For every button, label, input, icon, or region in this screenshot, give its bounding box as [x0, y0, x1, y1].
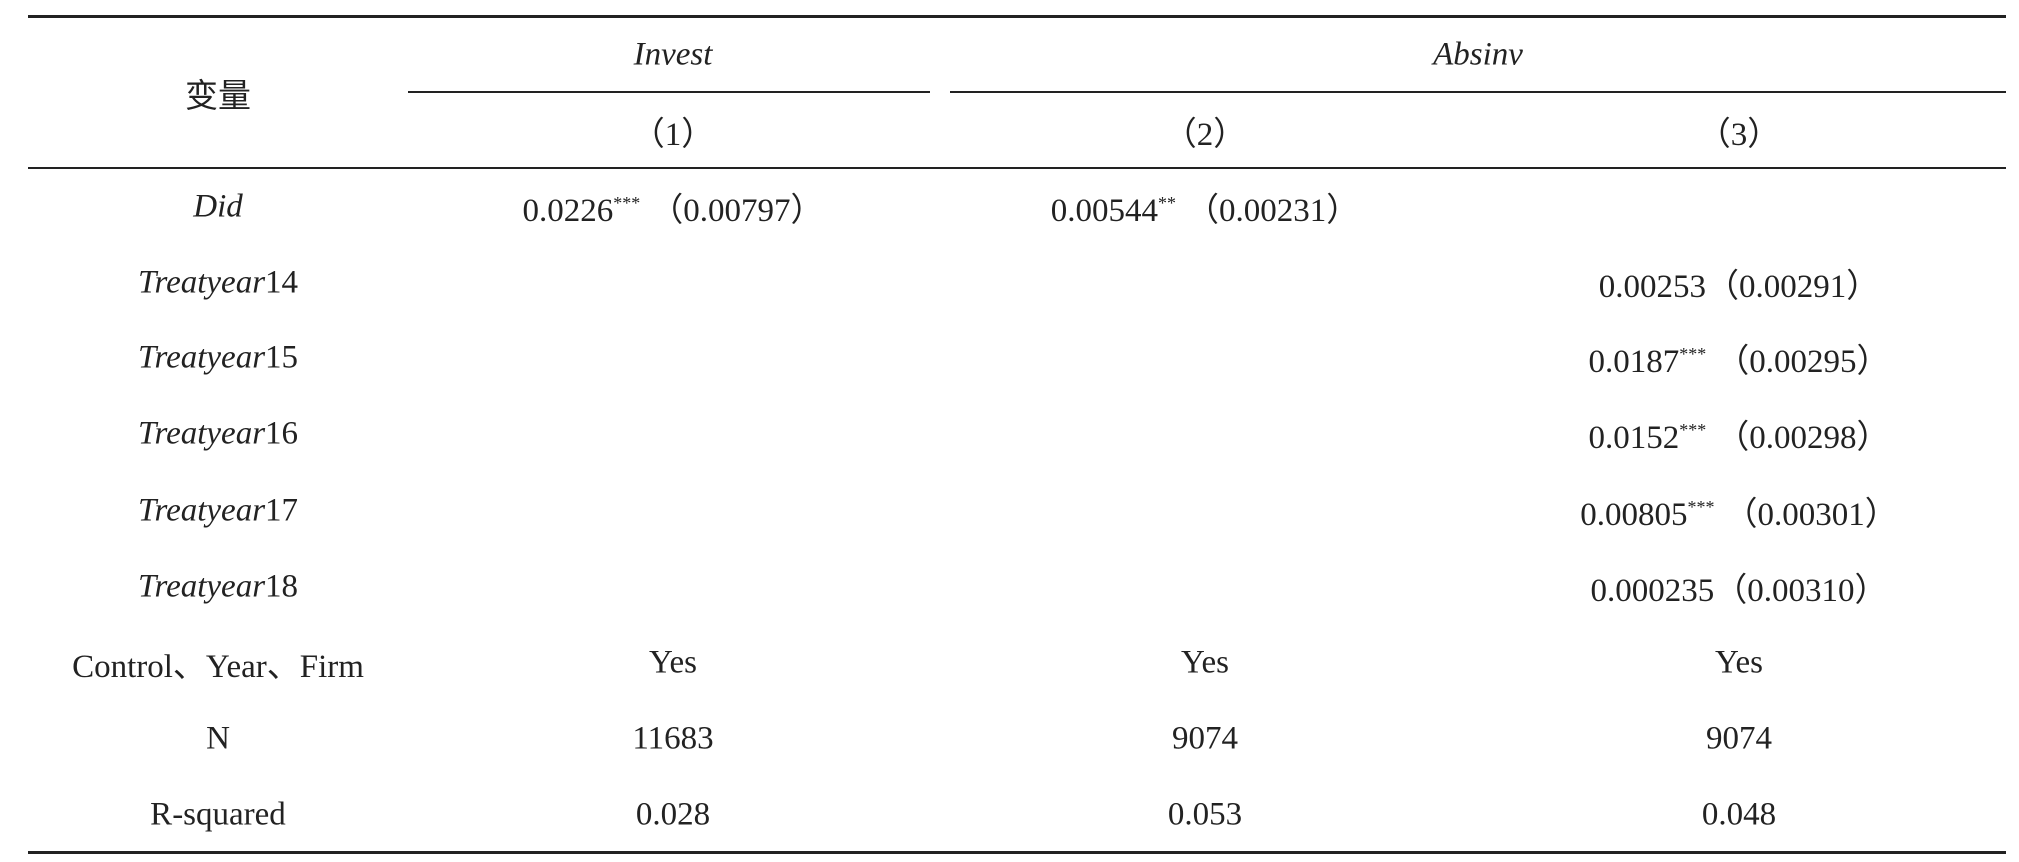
significance-stars: ** — [1158, 193, 1176, 213]
group-label: Invest — [633, 36, 713, 73]
standard-error: （0.00231） — [1186, 193, 1360, 229]
coefficient: 0.0152 — [1588, 420, 1680, 456]
cell: 0.048 — [1701, 796, 1777, 833]
cell: 11683 — [632, 720, 714, 757]
row-label: Control、Year、Firm — [72, 639, 364, 687]
row-label-italic: Treatyear — [137, 415, 266, 452]
standard-error: （0.00291） — [1706, 269, 1880, 305]
row-label-italic: Treatyear — [137, 568, 266, 605]
cell: Yes — [1180, 644, 1230, 681]
coefficient: 0.0187 — [1588, 344, 1680, 380]
column-label: （3） — [1697, 117, 1781, 153]
group-rule — [950, 91, 2006, 93]
cell: 0.00544** （0.00231） — [1051, 183, 1360, 231]
row-label-text: Control、Year、Firm — [72, 649, 364, 685]
cell: Yes — [1714, 644, 1764, 681]
bottom-rule — [28, 851, 2006, 854]
cell: 0.00805*** （0.00301） — [1580, 487, 1898, 535]
row-label-suffix: 14 — [265, 264, 299, 301]
row-label-italic: Treatyear — [137, 339, 266, 376]
cell: 0.000235（0.00310） — [1591, 563, 1888, 611]
standard-error: （0.00298） — [1716, 420, 1890, 456]
cell: 0.0226*** （0.00797） — [523, 183, 824, 231]
group-rule — [408, 91, 930, 93]
row-label-suffix: 15 — [265, 339, 299, 376]
significance-stars: *** — [613, 193, 641, 213]
standard-error: （0.00797） — [650, 193, 824, 229]
cell: 0.053 — [1167, 796, 1243, 833]
significance-stars: *** — [1687, 497, 1715, 517]
cell: 0.028 — [635, 796, 711, 833]
coefficient: 0.00544 — [1050, 193, 1158, 229]
cell: Yes — [648, 644, 698, 681]
row-label: Treatyear15 — [138, 340, 298, 377]
coefficient: 0.00253 — [1598, 269, 1706, 305]
column-label: （2） — [1163, 117, 1247, 153]
coefficient: 0.000235 — [1590, 573, 1715, 609]
cell: 0.0152*** （0.00298） — [1589, 410, 1890, 458]
corner-label: 变量 — [185, 79, 251, 115]
row-label-suffix: 17 — [265, 492, 299, 529]
cell: 9074 — [1706, 720, 1772, 757]
top-rule — [28, 15, 2006, 18]
row-label: Did — [193, 189, 243, 226]
group-label: Absinv — [1433, 36, 1523, 73]
cell: 9074 — [1172, 720, 1238, 757]
row-label-italic: Did — [193, 188, 243, 225]
cell: 0.0187*** （0.00295） — [1589, 334, 1890, 382]
row-label-italic: Treatyear — [137, 264, 266, 301]
row-label-suffix: 16 — [265, 415, 299, 452]
row-label-text: N — [206, 720, 230, 757]
row-label-suffix: 18 — [265, 568, 299, 605]
column-label: （1） — [631, 117, 715, 153]
coefficient: 0.0226 — [522, 193, 614, 229]
significance-stars: *** — [1679, 344, 1707, 364]
row-label-text: R-squared — [150, 796, 286, 833]
coefficient: 0.00805 — [1580, 497, 1688, 533]
standard-error: （0.00310） — [1714, 573, 1888, 609]
significance-stars: *** — [1679, 420, 1707, 440]
cell: 0.00253（0.00291） — [1599, 259, 1880, 307]
header-rule — [28, 167, 2006, 169]
standard-error: （0.00295） — [1716, 344, 1890, 380]
row-label: Treatyear18 — [138, 569, 298, 606]
row-label-italic: Treatyear — [137, 492, 266, 529]
row-label: N — [206, 721, 230, 758]
row-label: Treatyear17 — [138, 493, 298, 530]
row-label: Treatyear14 — [138, 265, 298, 302]
row-label: R-squared — [150, 797, 286, 834]
row-label: Treatyear16 — [138, 416, 298, 453]
standard-error: （0.00301） — [1724, 497, 1898, 533]
